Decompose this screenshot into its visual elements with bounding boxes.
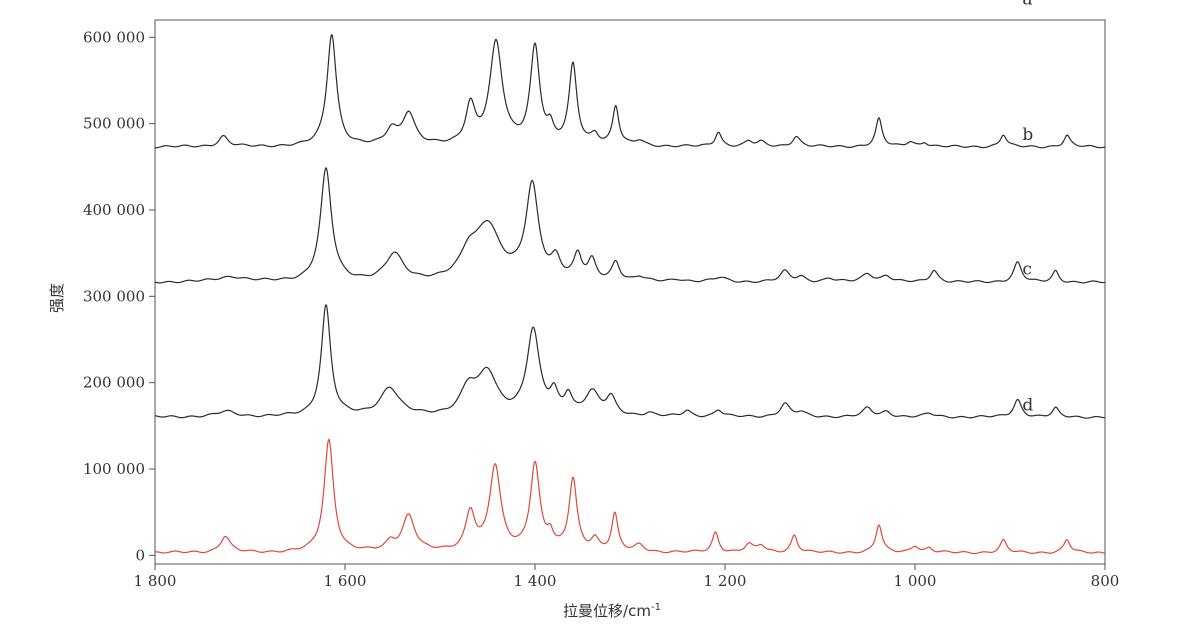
y-tick-label: 100 000 <box>83 460 145 478</box>
x-axis-label-text: 拉曼位移/cm <box>563 602 651 620</box>
series-a-line <box>154 34 1106 149</box>
plot-frame <box>154 19 1106 565</box>
y-tick-label: 500 000 <box>83 115 145 133</box>
x-tick-label: 800 <box>1091 572 1120 590</box>
y-tick-label: 400 000 <box>83 201 145 219</box>
x-tick-label: 1 000 <box>894 572 937 590</box>
series-group <box>154 34 1106 555</box>
y-tick-label: 0 <box>135 546 145 564</box>
y-axis: 0 100 000 200 000 300 000 400 000 500 000 600 … <box>83 28 155 564</box>
y-tick-label: 600 000 <box>83 28 145 46</box>
series-a-label: a <box>1022 0 1032 9</box>
x-tick-label: 1 400 <box>514 572 557 590</box>
y-tick-label: 300 000 <box>83 287 145 305</box>
x-axis-label: 拉曼位移/cm-1 <box>563 602 661 620</box>
series-c-line <box>154 304 1106 419</box>
series-d-label: d <box>1022 395 1033 415</box>
x-tick-label: 1 800 <box>134 572 177 590</box>
series-d-line <box>154 438 1106 555</box>
series-b-label: b <box>1022 125 1033 145</box>
x-axis: 1 800 1 600 1 400 1 200 1 000 800 <box>134 564 1120 590</box>
x-tick-label: 1 200 <box>704 572 747 590</box>
y-axis-label: 强度 <box>48 283 66 313</box>
y-tick-label: 200 000 <box>83 374 145 392</box>
series-labels: a b c d <box>1022 0 1033 415</box>
x-tick-label: 1 600 <box>324 572 367 590</box>
x-axis-label-superscript: -1 <box>651 602 661 613</box>
series-c-label: c <box>1022 260 1032 280</box>
series-b-line <box>154 167 1106 284</box>
